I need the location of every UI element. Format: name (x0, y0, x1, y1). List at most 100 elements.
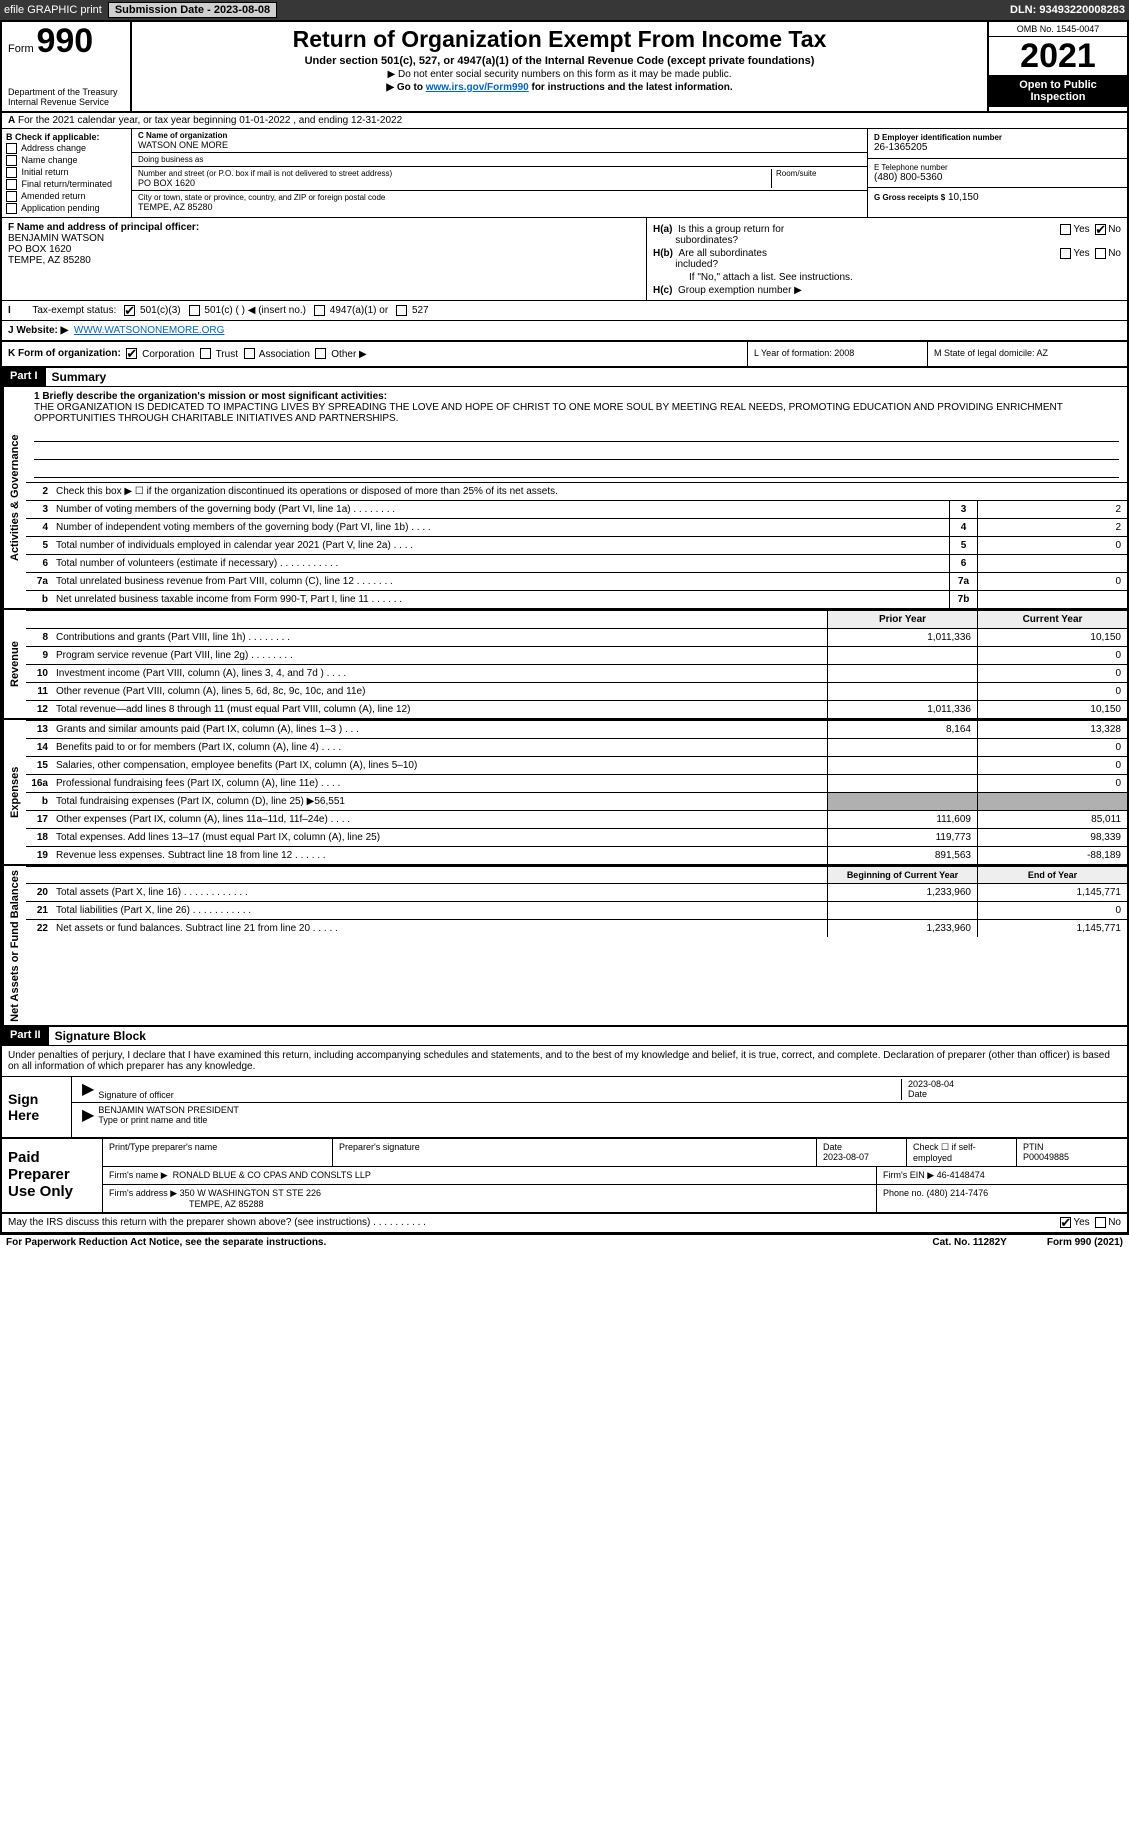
chk-527[interactable]: 527 (396, 305, 428, 316)
chk-501c[interactable]: 501(c) ( ) ◀ (insert no.) (189, 305, 306, 316)
line-text: Total number of individuals employed in … (52, 537, 949, 554)
chk-501c3[interactable]: 501(c)(3) (124, 305, 180, 316)
line-13: 13Grants and similar amounts paid (Part … (26, 720, 1127, 738)
current-year-value (977, 793, 1127, 810)
phone-label: E Telephone number (874, 163, 1121, 172)
dept-irs: Internal Revenue Service (8, 97, 124, 107)
sig-name-label: Type or print name and title (98, 1115, 1121, 1125)
line-box: 7a (949, 573, 977, 590)
gov-line-5: 5Total number of individuals employed in… (26, 536, 1127, 554)
current-year-value: 0 (977, 665, 1127, 682)
governance-vlabel: Activities & Governance (2, 387, 26, 608)
firm-addr-label: Firm's address ▶ (109, 1188, 177, 1198)
prior-year-value: 1,011,336 (827, 701, 977, 718)
line-text: Total number of volunteers (estimate if … (52, 555, 949, 572)
cat-number: Cat. No. 11282Y (932, 1237, 1006, 1248)
prior-year-value (827, 739, 977, 756)
line-text: Investment income (Part VIII, column (A)… (52, 665, 827, 682)
line-20: 20Total assets (Part X, line 16) . . . .… (26, 883, 1127, 901)
line-19: 19Revenue less expenses. Subtract line 1… (26, 846, 1127, 864)
line-17: 17Other expenses (Part IX, column (A), l… (26, 810, 1127, 828)
bottom-footer: For Paperwork Reduction Act Notice, see … (0, 1235, 1129, 1250)
irs-link[interactable]: www.irs.gov/Form990 (426, 82, 529, 93)
sig-name: BENJAMIN WATSON PRESIDENT (98, 1105, 1121, 1115)
prior-year-value: 111,609 (827, 811, 977, 828)
sig-date-label: Date (908, 1089, 1121, 1099)
website-link[interactable]: WWW.WATSONONEMORE.ORG (74, 325, 225, 336)
prior-year-value (827, 757, 977, 774)
line-value: 2 (977, 501, 1127, 518)
block-bcd: B Check if applicable: Address change Na… (2, 129, 1127, 219)
prior-year-value: 8,164 (827, 721, 977, 738)
efile-topbar: efile GRAPHIC print Submission Date - 20… (0, 0, 1129, 20)
chk-initial-return[interactable]: Initial return (6, 167, 127, 178)
line-text: Number of voting members of the governin… (52, 501, 949, 518)
form-subtitle-2: ▶ Do not enter social security numbers o… (142, 69, 977, 80)
chk-application-pending[interactable]: Application pending (6, 203, 127, 214)
mission-label: 1 Briefly describe the organization's mi… (34, 391, 1119, 402)
prior-year-value (827, 683, 977, 700)
form-footer: Form 990 (2021) (1047, 1237, 1123, 1248)
sign-here-block: Sign Here ▶ Signature of officer 2023-08… (2, 1076, 1127, 1137)
sig-date-val: 2023-08-04 (908, 1079, 1121, 1089)
part-ii-label: Part II (2, 1027, 49, 1045)
line-text: Total liabilities (Part X, line 26) . . … (52, 902, 827, 919)
line-number: 17 (26, 811, 52, 828)
hb-note: If "No," attach a list. See instructions… (653, 272, 1121, 283)
chk-address-change[interactable]: Address change (6, 143, 127, 154)
submission-date-button[interactable]: Submission Date - 2023-08-08 (108, 2, 277, 18)
line-text: Check this box ▶ ☐ if the organization d… (52, 483, 1127, 500)
current-year-value: 10,150 (977, 629, 1127, 646)
form-subtitle-3: ▶ Go to www.irs.gov/Form990 for instruct… (142, 82, 977, 93)
line-18: 18Total expenses. Add lines 13–17 (must … (26, 828, 1127, 846)
prep-date-label: Date (823, 1142, 842, 1152)
chk-amended-return[interactable]: Amended return (6, 191, 127, 202)
line-value (977, 591, 1127, 608)
line-number: 9 (26, 647, 52, 664)
officer-addr2: TEMPE, AZ 85280 (8, 255, 640, 266)
discuss-text: May the IRS discuss this return with the… (8, 1217, 1060, 1228)
line-text: Net assets or fund balances. Subtract li… (52, 920, 827, 937)
chk-other[interactable]: Other ▶ (315, 349, 366, 360)
expenses-vlabel: Expenses (2, 720, 26, 864)
tax-year: 2021 (989, 37, 1127, 75)
gross-receipts-label: G Gross receipts $ (874, 193, 945, 202)
line-16a: 16aProfessional fundraising fees (Part I… (26, 774, 1127, 792)
line-number: 19 (26, 847, 52, 864)
current-year-value: 1,145,771 (977, 920, 1127, 937)
gov-line-4: 4Number of independent voting members of… (26, 518, 1127, 536)
row-klm: K Form of organization: Corporation Trus… (2, 342, 1127, 367)
prep-ptin-label: PTIN (1023, 1142, 1044, 1152)
chk-final-return[interactable]: Final return/terminated (6, 179, 127, 190)
chk-trust[interactable]: Trust (200, 349, 238, 360)
current-year-value: 0 (977, 739, 1127, 756)
chk-name-change[interactable]: Name change (6, 155, 127, 166)
prior-year-value: 1,233,960 (827, 884, 977, 901)
column-f-officer: F Name and address of principal officer:… (2, 218, 647, 300)
line-number: 20 (26, 884, 52, 901)
line-text: Salaries, other compensation, employee b… (52, 757, 827, 774)
form-subtitle-1: Under section 501(c), 527, or 4947(a)(1)… (142, 55, 977, 67)
chk-4947[interactable]: 4947(a)(1) or (314, 305, 388, 316)
line-number: 21 (26, 902, 52, 919)
line-box: 4 (949, 519, 977, 536)
prior-year-header: Prior Year (827, 611, 977, 628)
chk-association[interactable]: Association (244, 349, 310, 360)
form-number: 990 (36, 22, 93, 60)
current-year-value: 10,150 (977, 701, 1127, 718)
line-22: 22Net assets or fund balances. Subtract … (26, 919, 1127, 937)
column-h-group: H(a) Is this a group return for subordin… (647, 218, 1127, 300)
line-number: 11 (26, 683, 52, 700)
form-title: Return of Organization Exempt From Incom… (142, 26, 977, 53)
revenue-vlabel: Revenue (2, 610, 26, 718)
line-14: 14Benefits paid to or for members (Part … (26, 738, 1127, 756)
efile-label: efile GRAPHIC print (4, 4, 102, 16)
prior-year-value: 891,563 (827, 847, 977, 864)
chk-corporation[interactable]: Corporation (126, 349, 194, 360)
current-year-value: 85,011 (977, 811, 1127, 828)
part-i-label: Part I (2, 368, 46, 386)
line-text: Other revenue (Part VIII, column (A), li… (52, 683, 827, 700)
part-ii-header-row: Part II Signature Block (2, 1025, 1127, 1046)
line-9: 9Program service revenue (Part VIII, lin… (26, 646, 1127, 664)
prep-date-val: 2023-08-07 (823, 1152, 869, 1162)
